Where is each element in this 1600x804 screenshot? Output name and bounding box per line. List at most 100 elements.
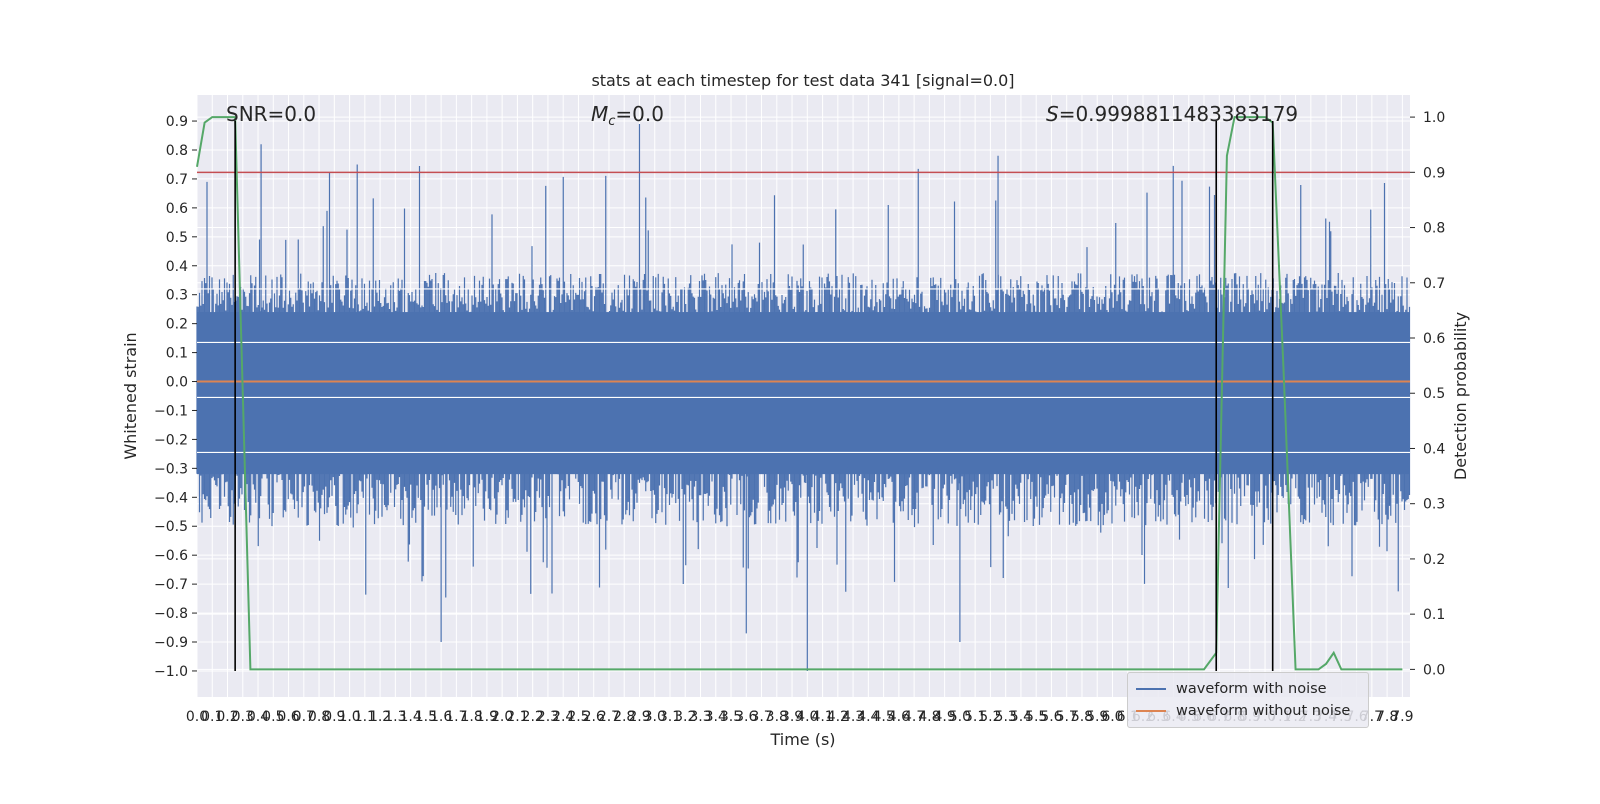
- x-axis-label: Time (s): [769, 730, 835, 749]
- y2-tick-label: 0.9: [1423, 165, 1445, 181]
- y-tick-label: −0.6: [154, 548, 188, 564]
- x-tick-label: 1.9: [476, 709, 498, 725]
- legend-swatch-with-noise: [1136, 688, 1166, 690]
- x-tick-label: 7.9: [1391, 709, 1413, 725]
- x-tick-label: 6.0: [1101, 709, 1123, 725]
- x-tick-label: 3.5: [720, 709, 742, 725]
- x-tick-label: 5.7: [1056, 709, 1078, 725]
- y2-axis-label: Detection probability: [1451, 312, 1470, 480]
- x-tick-label: 3.7: [750, 709, 772, 725]
- x-tick-label: 2.8: [613, 709, 635, 725]
- x-tick-label: 4.2: [827, 709, 849, 725]
- x-tick-label: 2.4: [552, 709, 574, 725]
- y-tick-label: −0.4: [154, 490, 188, 506]
- y2-tick-label: 0.7: [1423, 276, 1445, 292]
- x-tick-label: 3.9: [781, 709, 803, 725]
- legend: waveform with noise waveform without noi…: [1127, 672, 1369, 728]
- x-tick-label: 0.6: [277, 709, 299, 725]
- x-tick-label: 5.5: [1025, 709, 1047, 725]
- x-tick-label: 5.8: [1071, 709, 1093, 725]
- x-tick-label: 4.7: [903, 709, 925, 725]
- x-tick-label: 4.4: [857, 709, 879, 725]
- x-tick-label: 0.5: [262, 709, 284, 725]
- y-tick-label: 0.4: [166, 259, 188, 275]
- x-tick-label: 5.2: [979, 709, 1001, 725]
- x-tick-label: 0.9: [323, 709, 345, 725]
- y-tick-label: −0.5: [154, 519, 188, 535]
- y-tick-label: 0.1: [166, 346, 188, 362]
- detection-probability-line: [196, 116, 1403, 671]
- x-tick-label: 5.0: [949, 709, 971, 725]
- y-tick-label: 0.3: [166, 288, 188, 304]
- y-tick-label: −1.0: [154, 664, 188, 680]
- x-tick-label: 2.0: [491, 709, 513, 725]
- y2-tick-label: 0.6: [1423, 331, 1445, 347]
- y2-tick-label: 0.3: [1423, 497, 1445, 513]
- x-tick-label: 2.2: [522, 709, 544, 725]
- x-tick-label: 4.1: [811, 709, 833, 725]
- y-tick-label: 0.9: [166, 114, 188, 130]
- y-tick-label: −0.3: [154, 461, 188, 477]
- y2-tick-label: 1.0: [1423, 110, 1445, 126]
- x-tick-label: 1.5: [415, 709, 437, 725]
- y-tick-label: −0.2: [154, 432, 188, 448]
- mc-annotation: Mc=0.0: [591, 102, 664, 129]
- x-tick-label: 1.7: [445, 709, 467, 725]
- y-tick-label: 0.6: [166, 201, 188, 217]
- y2-tick-label: 0.0: [1423, 662, 1445, 678]
- legend-label-with-noise: waveform with noise: [1176, 681, 1327, 697]
- y-tick-label: 0.2: [166, 317, 188, 333]
- x-tick-label: 5.3: [995, 709, 1017, 725]
- x-tick-label: 2.7: [598, 709, 620, 725]
- legend-label-without-noise: waveform without noise: [1176, 703, 1351, 719]
- y2-tick-label: 0.8: [1423, 221, 1445, 237]
- y-tick-label: 0.5: [166, 230, 188, 246]
- y-tick-label: 0.0: [166, 375, 188, 391]
- x-tick-label: 0.1: [201, 709, 223, 725]
- x-tick-label: 4.5: [872, 709, 894, 725]
- x-tick-label: 4.6: [888, 709, 910, 725]
- x-tick-label: 3.0: [644, 709, 666, 725]
- x-tick-label: 1.8: [461, 709, 483, 725]
- x-tick-label: 4.3: [842, 709, 864, 725]
- x-tick-label: 3.8: [766, 709, 788, 725]
- y-tick-label: 0.7: [166, 172, 188, 188]
- x-tick-label: 0.8: [308, 709, 330, 725]
- x-tick-label: 0.4: [247, 709, 269, 725]
- y-tick-label: −0.8: [154, 606, 188, 622]
- x-tick-label: 4.0: [796, 709, 818, 725]
- x-tick-label: 2.6: [583, 709, 605, 725]
- x-tick-label: 1.2: [369, 709, 391, 725]
- overlays: [196, 116, 1410, 671]
- y2-tick-label: 0.4: [1423, 441, 1445, 457]
- x-tick-label: 1.6: [430, 709, 452, 725]
- x-tick-label: 3.4: [705, 709, 727, 725]
- x-tick-label: 0.7: [293, 709, 315, 725]
- y-tick-label: 0.8: [166, 143, 188, 159]
- y-tick-label: −0.9: [154, 635, 188, 651]
- x-tick-label: 1.3: [384, 709, 406, 725]
- y2-tick-label: 0.1: [1423, 607, 1445, 623]
- waveform-with-noise: [196, 123, 1411, 671]
- snr-annotation: SNR=0.0: [226, 102, 316, 126]
- x-tick-label: 0.0: [186, 709, 208, 725]
- x-tick-label: 4.8: [918, 709, 940, 725]
- x-tick-label: 2.5: [567, 709, 589, 725]
- x-tick-label: 2.9: [628, 709, 650, 725]
- x-tick-label: 5.6: [1040, 709, 1062, 725]
- y2-tick-label: 0.5: [1423, 386, 1445, 402]
- x-tick-label: 1.4: [399, 709, 421, 725]
- x-tick-label: 1.0: [338, 709, 360, 725]
- legend-item-with-noise: waveform with noise: [1136, 679, 1327, 699]
- legend-swatch-without-noise: [1136, 710, 1166, 712]
- x-tick-label: 2.3: [537, 709, 559, 725]
- x-tick-label: 1.1: [354, 709, 376, 725]
- x-tick-label: 0.2: [216, 709, 238, 725]
- x-tick-label: 4.9: [934, 709, 956, 725]
- x-tick-label: 3.1: [659, 709, 681, 725]
- x-tick-label: 2.1: [506, 709, 528, 725]
- x-tick-label: 5.4: [1010, 709, 1032, 725]
- s-annotation: S=0.9998811483383179: [1046, 102, 1298, 126]
- x-tick-label: 0.3: [232, 709, 254, 725]
